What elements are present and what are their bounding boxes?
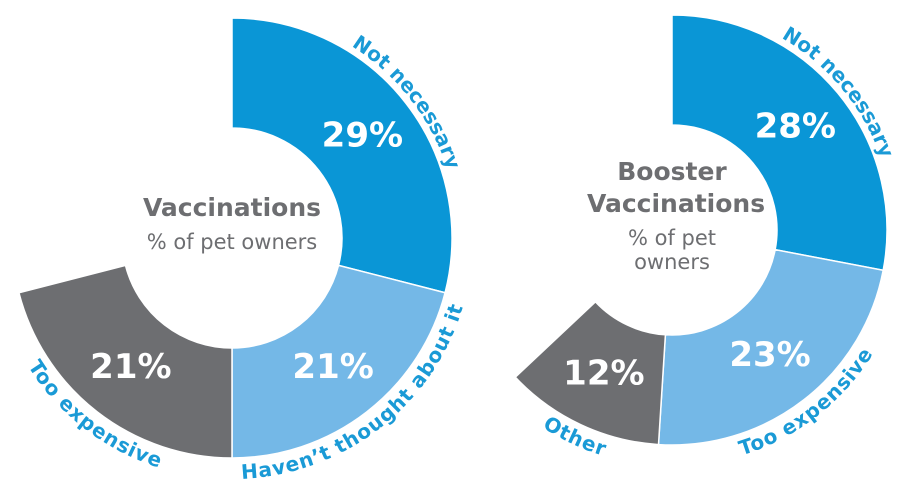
chart-subtitle: % of pet owners: [146, 230, 318, 254]
value-label: 23%: [729, 335, 810, 375]
value-label: 21%: [90, 347, 171, 387]
center-text: Vaccinations % of pet owners: [122, 192, 342, 254]
value-label: 29%: [322, 115, 403, 155]
chart-title: Booster Vaccinations: [587, 157, 766, 218]
chart-title: Vaccinations: [142, 193, 322, 222]
donut-segment: [17, 264, 233, 459]
donut-segment: [231, 264, 447, 459]
value-label: 21%: [292, 347, 373, 387]
chart-subtitle: % of pet owners: [627, 226, 717, 274]
donut-segment: [657, 248, 885, 446]
donut-segment: [514, 300, 667, 446]
donut-segment: [671, 14, 888, 272]
center-text: Booster Vaccinations % of pet owners: [587, 156, 766, 274]
value-label: 28%: [755, 107, 836, 147]
donut-segment: [231, 17, 453, 294]
value-label: 12%: [563, 353, 644, 393]
